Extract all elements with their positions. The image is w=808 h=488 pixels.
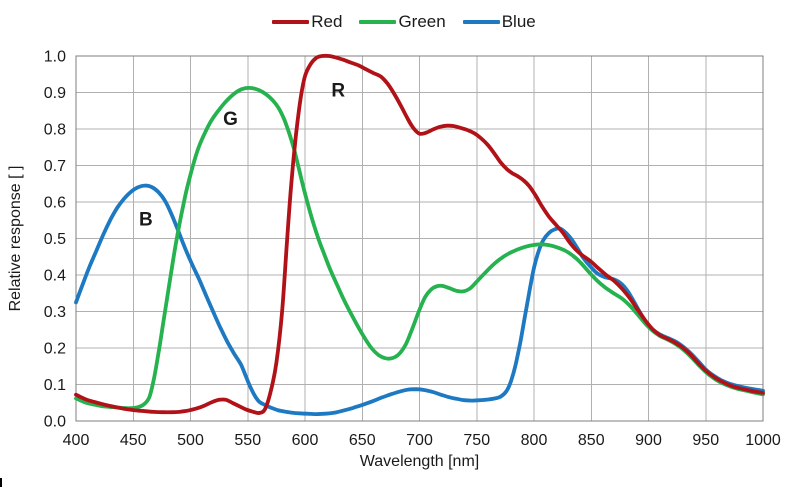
x-tick-label: 550 [234, 432, 261, 449]
legend: Red Green Blue [0, 13, 808, 30]
x-tick-label: 450 [120, 432, 147, 449]
series-line-red [74, 53, 765, 415]
y-axis-tick-labels: 0.0 0.1 0.2 0.3 0.4 0.5 0.6 0.7 0.8 0.9 1.0 [44, 49, 66, 431]
x-tick-label: 800 [521, 432, 548, 449]
plot-border [75, 55, 764, 422]
gridlines [76, 56, 763, 421]
legend-item-red: Red [272, 13, 342, 30]
y-tick-label: 0.1 [44, 377, 66, 394]
x-tick-label: 850 [578, 432, 605, 449]
x-tick-label: 900 [635, 432, 662, 449]
curve-label-g: G [223, 109, 238, 130]
x-tick-label: 700 [406, 432, 433, 449]
series-line-green [74, 85, 765, 411]
y-tick-label: 1.0 [44, 49, 66, 66]
legend-label: Blue [501, 12, 536, 31]
y-axis-title: Relative response [ ] [7, 166, 24, 312]
legend-label: Green [398, 12, 446, 31]
y-tick-label: 0.2 [44, 341, 66, 358]
legend-swatch-red [272, 19, 310, 24]
y-tick-label: 0.5 [44, 231, 66, 248]
curve-label-b: B [139, 210, 153, 231]
x-tick-label: 1000 [745, 432, 781, 449]
curve-label-r: R [331, 81, 345, 102]
x-tick-label: 650 [349, 432, 376, 449]
image-corner-artifact [0, 478, 2, 487]
x-tick-label: 750 [463, 432, 490, 449]
x-axis-tick-labels: 400 450 500 550 600 650 700 750 800 850 900 950 1000 [63, 432, 781, 449]
legend-label: Red [311, 12, 343, 31]
legend-swatch-green [359, 19, 397, 24]
x-axis-title: Wavelength [nm] [360, 453, 479, 470]
y-tick-label: 0.9 [44, 85, 66, 102]
x-tick-label: 500 [177, 432, 204, 449]
y-tick-label: 0.0 [44, 414, 66, 431]
x-tick-label: 600 [292, 432, 319, 449]
legend-item-blue: Blue [462, 12, 536, 31]
y-tick-label: 0.4 [44, 268, 66, 285]
legend-swatch-blue [462, 19, 500, 24]
legend-item-green: Green [359, 12, 446, 31]
y-tick-label: 0.7 [44, 158, 66, 175]
x-tick-label: 950 [692, 432, 719, 449]
y-tick-label: 0.6 [44, 195, 66, 212]
y-tick-label: 0.8 [44, 122, 66, 139]
y-tick-label: 0.3 [44, 304, 66, 321]
x-tick-label: 400 [63, 432, 90, 449]
